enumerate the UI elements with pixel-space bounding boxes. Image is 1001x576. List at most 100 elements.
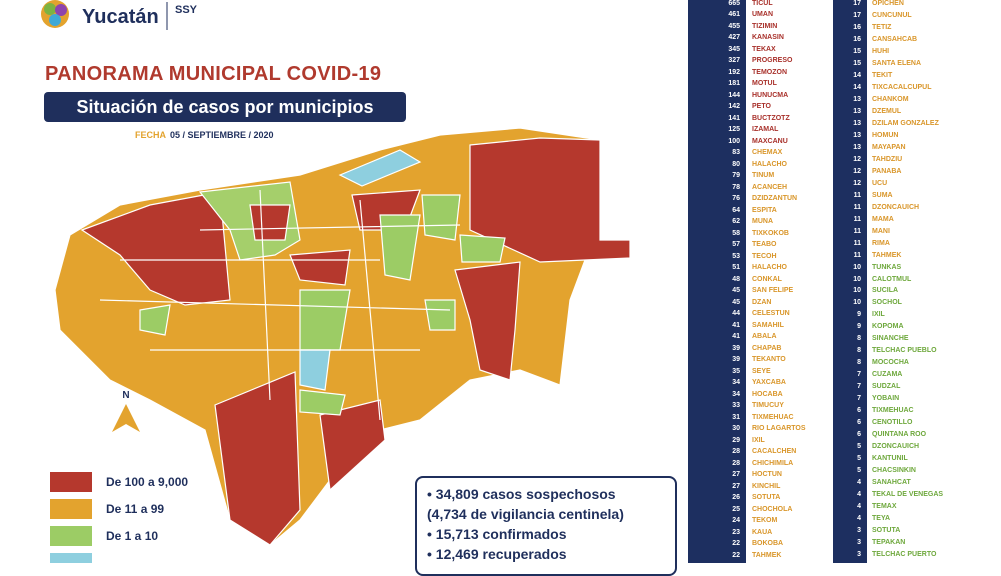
case-count: 10 bbox=[853, 275, 861, 283]
case-count: 13 bbox=[853, 143, 861, 151]
case-count: 4 bbox=[857, 503, 861, 511]
case-count: 64 bbox=[732, 206, 740, 214]
case-count: 76 bbox=[732, 195, 740, 203]
municipality-name: BOKOBA bbox=[752, 540, 784, 548]
summary-line: • 12,469 recuperados bbox=[427, 546, 567, 562]
case-count: 53 bbox=[732, 252, 740, 260]
municipality-name: MUNA bbox=[752, 218, 773, 226]
case-count: 27 bbox=[732, 471, 740, 479]
case-count: 24 bbox=[732, 517, 740, 525]
case-count: 35 bbox=[732, 367, 740, 375]
case-count: 25 bbox=[732, 505, 740, 513]
municipality-name: MOTUL bbox=[752, 80, 777, 88]
legend-label: De 100 a 9,000 bbox=[106, 475, 189, 489]
municipality-name: SOTUTA bbox=[752, 494, 781, 502]
summary-box: • 34,809 casos sospechosos (4,734 de vigi… bbox=[415, 476, 677, 576]
case-count: 10 bbox=[853, 263, 861, 271]
municipality-name: TIXMEHUAC bbox=[752, 413, 794, 421]
municipality-name: SAN FELIPE bbox=[752, 287, 794, 295]
municipality-name: SOCHOL bbox=[872, 299, 902, 307]
summary-line: • 15,713 confirmados bbox=[427, 526, 567, 542]
municipality-name: CUZAMA bbox=[872, 371, 903, 379]
municipality-name: TIXKOKOB bbox=[752, 229, 789, 237]
case-count: 7 bbox=[857, 395, 861, 403]
case-count: 12 bbox=[853, 179, 861, 187]
municipality-name: TEMOZON bbox=[752, 68, 787, 76]
case-count: 7 bbox=[857, 371, 861, 379]
municipality-name: UMAN bbox=[752, 11, 773, 19]
case-count: 181 bbox=[728, 80, 740, 88]
case-count: 13 bbox=[853, 131, 861, 139]
municipality-name: TIMUCUY bbox=[752, 402, 784, 410]
case-count: 192 bbox=[728, 68, 740, 76]
municipality-name: CHEMAX bbox=[752, 149, 783, 157]
municipality-name: CONKAL bbox=[752, 275, 782, 283]
case-count: 100 bbox=[728, 137, 740, 145]
municipality-name: CHOCHOLA bbox=[752, 505, 793, 513]
municipality-name: DZONCAUICH bbox=[872, 443, 920, 451]
municipality-name: CANSAHCAB bbox=[872, 35, 918, 43]
municipality-name: DZONCAUICH bbox=[872, 203, 920, 211]
date-label: FECHA bbox=[135, 130, 166, 140]
municipality-name: TEABO bbox=[752, 241, 777, 249]
agency: SSY bbox=[175, 4, 198, 16]
case-count: 45 bbox=[732, 298, 740, 306]
number-strip bbox=[688, 0, 746, 563]
svg-text:N: N bbox=[122, 390, 129, 401]
municipality-name: KANTUNIL bbox=[872, 455, 908, 463]
case-count: 41 bbox=[732, 333, 740, 341]
municipality-name: TEMAX bbox=[872, 503, 897, 511]
case-count: 27 bbox=[732, 482, 740, 490]
municipality-name: RIMA bbox=[872, 239, 890, 247]
municipality-name: SUDZAL bbox=[872, 383, 901, 391]
case-count: 57 bbox=[732, 241, 740, 249]
municipality-name: ACANCEH bbox=[752, 183, 787, 191]
municipality-name: ESPITA bbox=[752, 206, 777, 214]
case-count: 48 bbox=[732, 275, 740, 283]
municipality-name: HOCABA bbox=[752, 390, 783, 398]
municipality-name: MAXCANU bbox=[752, 137, 788, 145]
case-count: 10 bbox=[853, 287, 861, 295]
municipality-name: TUNKAS bbox=[872, 263, 902, 271]
municipality-name: HUNUCMA bbox=[752, 91, 789, 99]
case-count: 33 bbox=[732, 402, 740, 410]
municipality-name: TEKAL DE VENEGAS bbox=[872, 491, 944, 499]
case-count: 11 bbox=[853, 227, 861, 235]
municipality-name: TEPAKAN bbox=[872, 539, 906, 547]
municipality-name: CHANKOM bbox=[872, 95, 909, 103]
case-count: 345 bbox=[728, 45, 740, 53]
case-count: 9 bbox=[857, 323, 861, 331]
case-count: 28 bbox=[732, 448, 740, 456]
case-count: 12 bbox=[853, 167, 861, 175]
case-count: 83 bbox=[732, 149, 740, 157]
municipality-name: DZAN bbox=[752, 298, 772, 306]
case-count: 3 bbox=[857, 527, 861, 535]
municipality-name: CHACSINKIN bbox=[872, 467, 916, 475]
case-count: 34 bbox=[732, 390, 740, 398]
legend-swatch bbox=[50, 526, 92, 546]
case-count: 26 bbox=[732, 494, 740, 502]
municipality-name: TIXCACALCUPUL bbox=[872, 83, 932, 91]
date-value: 05 / SEPTIEMBRE / 2020 bbox=[170, 130, 274, 140]
legend-swatch bbox=[50, 499, 92, 519]
case-count: 144 bbox=[728, 91, 740, 99]
municipality-name: TINUM bbox=[752, 172, 775, 180]
municipality-name: KANASIN bbox=[752, 34, 784, 42]
municipality-name: DZEMUL bbox=[872, 107, 902, 115]
municipality-name: SANTA ELENA bbox=[872, 59, 921, 67]
case-count: 45 bbox=[732, 287, 740, 295]
case-count: 5 bbox=[857, 467, 861, 475]
municipality-name: CELESTUN bbox=[752, 310, 790, 318]
case-count: 141 bbox=[728, 114, 740, 122]
municipality-name: DZIDZANTUN bbox=[752, 195, 798, 203]
municipality-name: TETIZ bbox=[872, 23, 892, 31]
legend-swatch bbox=[50, 472, 92, 492]
municipality-name: TAHMEK bbox=[752, 551, 782, 559]
municipality-name: TIXMEHUAC bbox=[872, 407, 914, 415]
municipality-name: IXIL bbox=[752, 436, 765, 444]
municipality-name: YAXCABA bbox=[752, 379, 786, 387]
municipality-name: HOMUN bbox=[872, 131, 899, 139]
municipality-name: TIZIMIN bbox=[752, 22, 778, 30]
legend-label: De 1 a 10 bbox=[106, 529, 159, 543]
case-count: 12 bbox=[853, 155, 861, 163]
